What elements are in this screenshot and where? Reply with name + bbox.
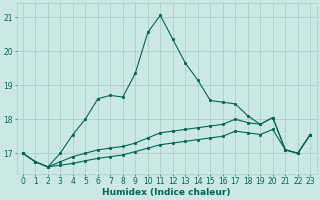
X-axis label: Humidex (Indice chaleur): Humidex (Indice chaleur) xyxy=(102,188,231,197)
